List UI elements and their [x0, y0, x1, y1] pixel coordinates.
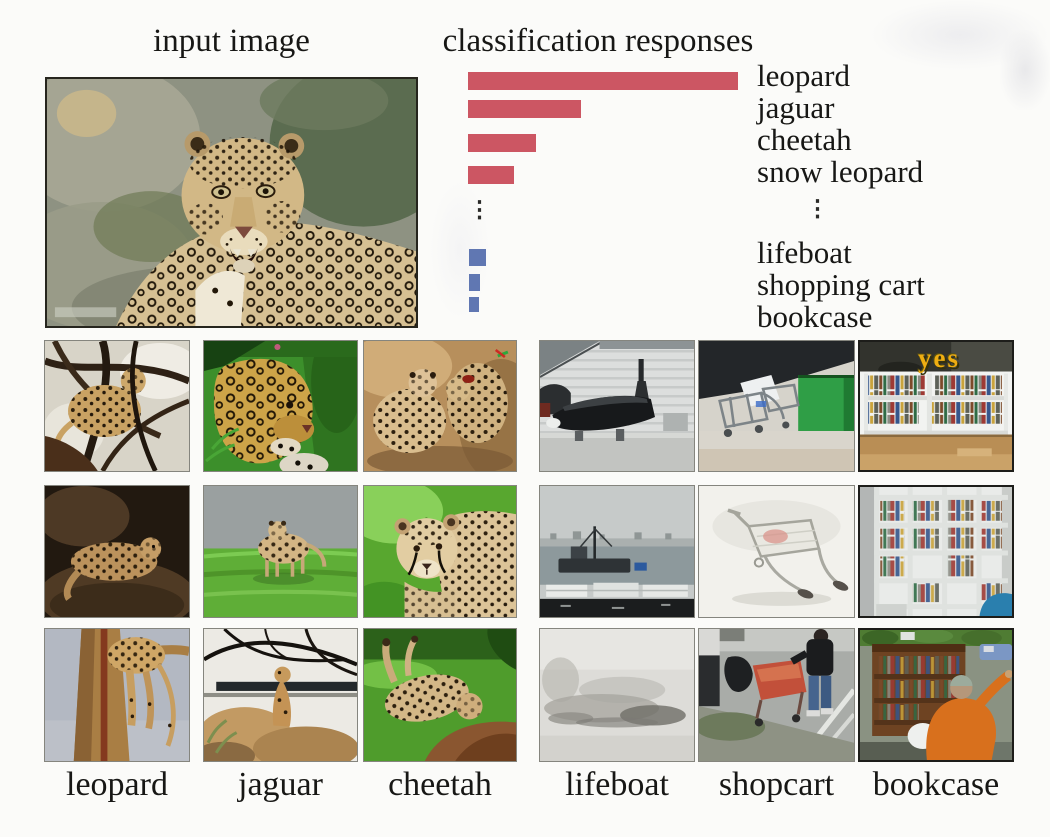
- chart-title: classification responses: [442, 23, 754, 59]
- thumb-lifeboat-row2: [539, 485, 695, 618]
- response-label-snow-leopard: snow leopard: [757, 154, 924, 189]
- people-with-red-cart-illustration: [699, 629, 854, 761]
- gallery-label-cheetah: cheetah: [388, 766, 492, 803]
- thumb-shopcart-row2: [698, 485, 855, 618]
- input-image-leopard-photo: [45, 77, 418, 328]
- response-label-leopard: leopard: [757, 58, 850, 93]
- thumb-leopard-row1: [44, 340, 190, 472]
- bar-bookcase: [469, 297, 479, 312]
- thumb-leopard-row3: [44, 628, 190, 762]
- boats-in-yard-illustration: [540, 341, 694, 471]
- leopard-on-trunk-illustration: [45, 629, 189, 761]
- cheetah-face-illustration: [364, 486, 516, 617]
- thumb-cheetah-row3: [363, 628, 517, 762]
- thumb-bookcase-row2: [858, 485, 1014, 618]
- gallery-label-lifeboat: lifeboat: [565, 766, 669, 803]
- thumb-jaguar-row1: [203, 340, 358, 472]
- response-labels-top: leopard jaguar cheetah snow leopard: [757, 60, 923, 188]
- response-label-jaguar: jaguar: [757, 90, 835, 125]
- response-label-bookcase: bookcase: [757, 299, 873, 334]
- gallery-label-leopard: leopard: [66, 766, 168, 803]
- response-label-cheetah: cheetah: [757, 122, 852, 157]
- gallery-label-shopcart: shopcart: [718, 766, 835, 803]
- response-labels-bottom: lifeboat shopping cart bookcase: [757, 237, 925, 333]
- thumb-cheetah-row2: [363, 485, 517, 618]
- bar-leopard: [468, 72, 738, 90]
- bar-shopping-cart: [469, 274, 480, 291]
- harbor-ships-illustration: [540, 486, 694, 617]
- jaguar-zoo-scene-illustration: [204, 629, 357, 761]
- leopard-resting-illustration: [45, 486, 189, 617]
- gallery-label-bookcase: bookcase: [872, 766, 1000, 803]
- leopard-portrait-illustration: [47, 79, 416, 326]
- thumb-jaguar-row3: [203, 628, 358, 762]
- jaguar-closeup-illustration: [204, 341, 357, 471]
- bar-cheetah: [468, 134, 536, 152]
- ellipsis-bars: ⋮: [468, 197, 491, 222]
- response-label-shopping-cart: shopping cart: [757, 267, 925, 302]
- bar-jaguar: [468, 100, 581, 118]
- thumb-jaguar-row2: [203, 485, 358, 618]
- thumb-cheetah-row1: [363, 340, 517, 472]
- outdoor-bookcase-person-illustration: [860, 630, 1012, 760]
- thumb-shopcart-row1: [698, 340, 855, 472]
- thumb-lifeboat-row3: [539, 628, 695, 762]
- cheetah-standing-grass-illustration: [204, 486, 357, 617]
- response-label-lifeboat: lifeboat: [757, 235, 852, 270]
- thumb-bookcase-row1: yes: [858, 340, 1014, 472]
- yes-overlay-text: yes: [918, 343, 960, 373]
- ghost-cart-sketch-illustration: [699, 486, 854, 617]
- input-image-title: input image: [153, 23, 310, 59]
- gallery-label-jaguar: jaguar: [238, 766, 323, 803]
- tall-bookcase-illustration: [860, 487, 1012, 616]
- gray-sea-blur-illustration: [540, 629, 694, 761]
- thumb-bookcase-row3: [858, 628, 1014, 762]
- two-cheetahs-illustration: [364, 341, 516, 471]
- leopard-in-tree-illustration: [45, 341, 189, 471]
- carts-by-green-wall-illustration: [699, 341, 854, 471]
- thumb-lifeboat-row1: [539, 340, 695, 472]
- bookshelf-with-yes-illustration: [860, 342, 1012, 470]
- cheetah-rolling-grass-illustration: [364, 629, 516, 761]
- bar-lifeboat: [469, 249, 486, 266]
- watermark-artifact: [1000, 30, 1050, 110]
- ellipsis-labels: ⋮: [806, 196, 829, 221]
- thumb-leopard-row2: [44, 485, 190, 618]
- thumb-shopcart-row3: [698, 628, 855, 762]
- bar-snow-leopard: [468, 166, 514, 184]
